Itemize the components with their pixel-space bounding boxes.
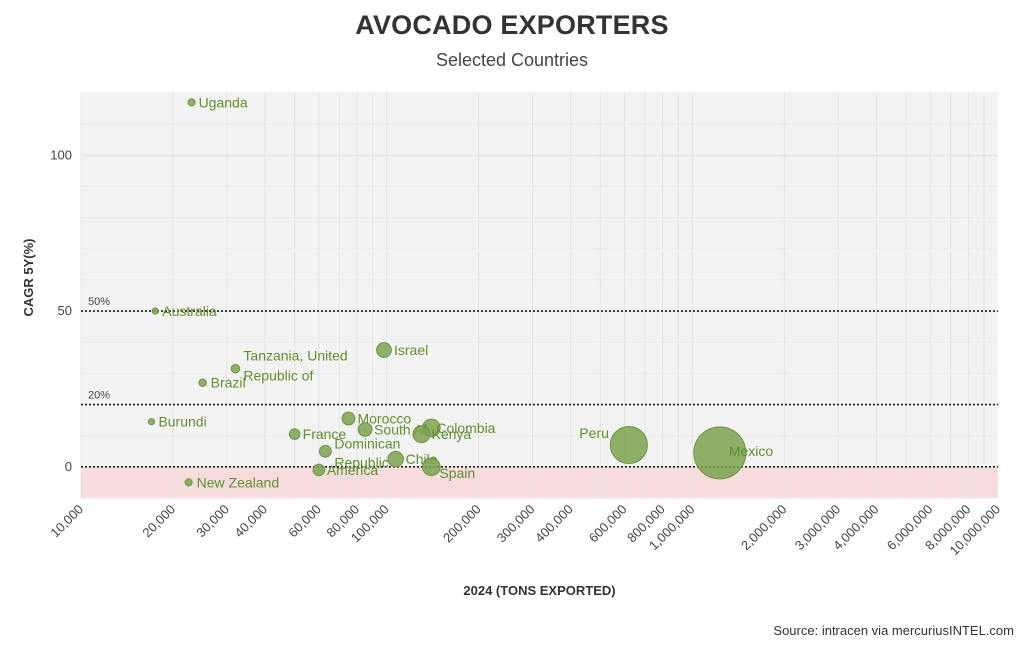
point-label: Israel (394, 342, 428, 358)
point-label: Spain (439, 465, 475, 481)
point-chile (387, 450, 404, 468)
point-peru (609, 425, 648, 465)
x-tick-label: 2,000,000 (738, 502, 790, 554)
point-label: Tanzania, United (243, 348, 347, 364)
x-tick-label: 300,000 (494, 502, 538, 546)
point-spain (422, 457, 441, 477)
point-burundi (147, 418, 156, 426)
point-label: Colombia (436, 420, 495, 436)
x-tick-label: 40,000 (231, 502, 270, 541)
point-south-africa (357, 422, 373, 437)
x-tick-label: 60,000 (285, 502, 324, 541)
point-brazil (198, 378, 207, 387)
point-australia (151, 307, 159, 315)
x-tick-label: 400,000 (532, 502, 576, 546)
point-label: Dominican (334, 435, 400, 451)
x-tick-label: 20,000 (139, 502, 178, 541)
chart-subtitle: Selected Countries (435, 50, 589, 70)
point-label: Peru (579, 425, 609, 441)
point-france (288, 428, 301, 440)
point-label: Morocco (357, 411, 411, 427)
x-axis-title: 2024 (TONS EXPORTED) (463, 583, 615, 598)
point-america (312, 463, 326, 477)
point-mexico (693, 426, 747, 480)
point-label: Brazil (211, 375, 246, 391)
x-tick-label: 30,000 (193, 502, 232, 541)
point-label: Australia (162, 303, 217, 319)
point-label: Mexico (729, 443, 774, 459)
x-tick-label: 600,000 (586, 502, 630, 546)
point-label: New Zealand (197, 474, 280, 490)
point-label: Burundi (158, 414, 206, 430)
reference-line-label: 20% (88, 390, 110, 402)
point-label: France (303, 426, 347, 442)
y-tick-label: 100 (50, 147, 72, 162)
negative-zone (81, 466, 998, 498)
point-israel (376, 342, 392, 358)
point-label: Kenya (431, 426, 471, 442)
point-kenya (412, 425, 431, 444)
x-tick-label: 200,000 (440, 502, 484, 546)
point-label: Republic (334, 454, 388, 470)
point-label: America (327, 462, 379, 478)
y-tick-label: 50 (58, 303, 72, 318)
point-morocco (341, 411, 356, 426)
y-axis-title: CAGR 5Y(%) (21, 238, 36, 316)
point-label: Uganda (199, 94, 248, 110)
point-new-zealand (184, 478, 193, 487)
point-tanzania-united-republic-of (230, 363, 241, 374)
x-tick-label: 10,000 (47, 502, 86, 541)
point-label: Republic of (243, 368, 313, 384)
chart-title: AVOCADO EXPORTERS (355, 10, 669, 40)
point-dominican-republic (318, 444, 332, 458)
point-uganda (187, 98, 196, 107)
plot-background (81, 93, 998, 498)
source-note: Source: intracen via mercuriusINTEL.com (773, 623, 1014, 638)
y-tick-label: 0 (65, 459, 72, 474)
reference-line-label: 50% (88, 296, 110, 308)
